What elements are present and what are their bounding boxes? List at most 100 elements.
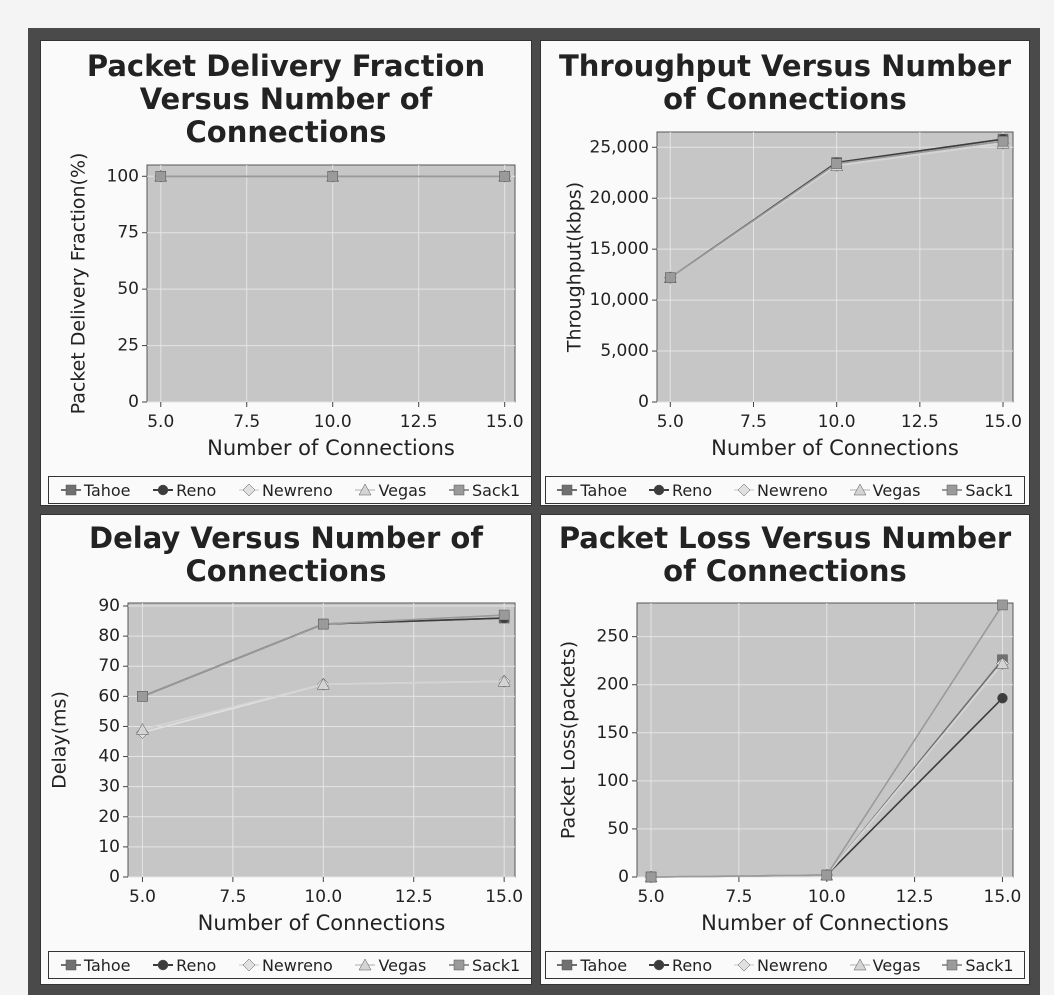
legend-swatch <box>354 958 376 972</box>
x-axis-label: Number of Connections <box>711 436 959 460</box>
data-point <box>646 872 656 882</box>
legend-item: Vegas <box>354 956 426 975</box>
data-point <box>665 273 675 283</box>
y-tick-label: 200 <box>597 675 629 695</box>
legend-label: Tahoe <box>84 956 131 975</box>
x-tick-label: 12.5 <box>896 887 934 907</box>
legend-swatch <box>60 483 82 497</box>
x-tick-label: 5.0 <box>638 887 665 907</box>
y-tick-label: 20 <box>98 807 120 827</box>
page: {"chart_data": [ {"type": "line", "title… <box>0 0 1054 995</box>
y-tick-label: 100 <box>107 166 139 186</box>
legend-label: Vegas <box>873 481 921 500</box>
legend-label: Newreno <box>757 956 828 975</box>
x-tick-label: 7.5 <box>219 887 246 907</box>
data-point <box>318 619 328 629</box>
y-axis-label: Delay(ms) <box>49 691 71 789</box>
legend-swatch <box>849 483 871 497</box>
y-tick-label: 10 <box>98 837 120 857</box>
y-tick-label: 30 <box>98 777 120 797</box>
plot-area <box>657 132 1013 402</box>
legend-marker <box>66 960 76 970</box>
chart-title: Delay Versus Number of Connections <box>50 522 522 588</box>
legend-item: Reno <box>152 481 216 500</box>
y-tick-label: 0 <box>128 392 139 412</box>
x-tick-label: 15.0 <box>486 412 524 432</box>
y-tick-label: 250 <box>597 627 629 647</box>
legend-item: Vegas <box>354 481 426 500</box>
legend-item: Tahoe <box>60 481 131 500</box>
y-tick-label: 60 <box>98 686 120 706</box>
legend-swatch <box>448 483 470 497</box>
legend-swatch <box>152 958 174 972</box>
legend-item: Newreno <box>238 481 333 500</box>
x-tick-label: 10.0 <box>314 412 352 432</box>
x-tick-label: 10.0 <box>818 412 856 432</box>
legend: Tahoe Reno Newreno Vegas Sack1 <box>545 476 1025 504</box>
legend-swatch <box>556 483 578 497</box>
legend-label: Tahoe <box>84 481 131 500</box>
legend-marker <box>562 485 572 495</box>
x-tick-label: 10.0 <box>304 887 342 907</box>
legend-item: Vegas <box>849 481 921 500</box>
x-axis-label: Number of Connections <box>207 436 455 460</box>
y-tick-label: 25 <box>117 336 139 356</box>
legend-swatch <box>849 958 871 972</box>
legend-marker <box>454 485 464 495</box>
legend-marker <box>158 485 168 495</box>
x-tick-label: 10.0 <box>808 887 846 907</box>
legend-item: Sack1 <box>941 956 1013 975</box>
y-tick-label: 15,000 <box>590 239 649 259</box>
y-tick-label: 0 <box>638 392 649 412</box>
y-tick-label: 0 <box>109 867 120 887</box>
legend-label: Reno <box>176 481 216 500</box>
legend-item: Tahoe <box>556 481 627 500</box>
legend-label: Reno <box>672 956 712 975</box>
y-axis-label: Throughput(kbps) <box>564 182 586 353</box>
legend-marker <box>562 960 572 970</box>
legend-swatch <box>648 483 670 497</box>
y-tick-label: 5,000 <box>600 341 649 361</box>
legend-item: Newreno <box>733 956 828 975</box>
legend-swatch <box>733 483 755 497</box>
y-tick-label: 100 <box>597 771 629 791</box>
legend-label: Sack1 <box>965 481 1013 500</box>
legend-marker <box>158 960 168 970</box>
legend-swatch <box>733 958 755 972</box>
legend-swatch <box>941 958 963 972</box>
legend-item: Newreno <box>733 481 828 500</box>
y-tick-label: 75 <box>117 223 139 243</box>
data-point <box>998 136 1008 146</box>
legend-label: Sack1 <box>472 956 520 975</box>
y-tick-label: 25,000 <box>590 137 649 157</box>
chart: 02550751005.07.510.012.515.0Number of Co… <box>68 153 524 460</box>
x-tick-label: 7.5 <box>725 887 752 907</box>
legend-label: Tahoe <box>580 481 627 500</box>
chart-title: Packet Loss Versus Number of Connections <box>548 522 1022 588</box>
legend-item: Sack1 <box>941 481 1013 500</box>
legend-swatch <box>941 483 963 497</box>
legend-item: Vegas <box>849 956 921 975</box>
x-tick-label: 15.0 <box>485 887 523 907</box>
legend-marker <box>66 485 76 495</box>
chart-title: Throughput Versus Number of Connections <box>548 50 1022 116</box>
legend-label: Reno <box>176 956 216 975</box>
legend-label: Newreno <box>757 481 828 500</box>
y-axis-label: Packet Delivery Fraction(%) <box>68 153 90 415</box>
x-tick-label: 7.5 <box>233 412 260 432</box>
legend-label: Reno <box>672 481 712 500</box>
legend-marker <box>654 485 664 495</box>
y-tick-label: 0 <box>618 867 629 887</box>
legend-swatch <box>60 958 82 972</box>
plot-area <box>128 603 515 877</box>
y-tick-label: 40 <box>98 747 120 767</box>
x-tick-label: 5.0 <box>129 887 156 907</box>
y-tick-label: 20,000 <box>590 188 649 208</box>
chart-title: Packet Delivery Fraction Versus Number o… <box>50 50 522 149</box>
legend-item: Reno <box>152 956 216 975</box>
legend-marker <box>947 485 957 495</box>
legend-label: Vegas <box>378 481 426 500</box>
